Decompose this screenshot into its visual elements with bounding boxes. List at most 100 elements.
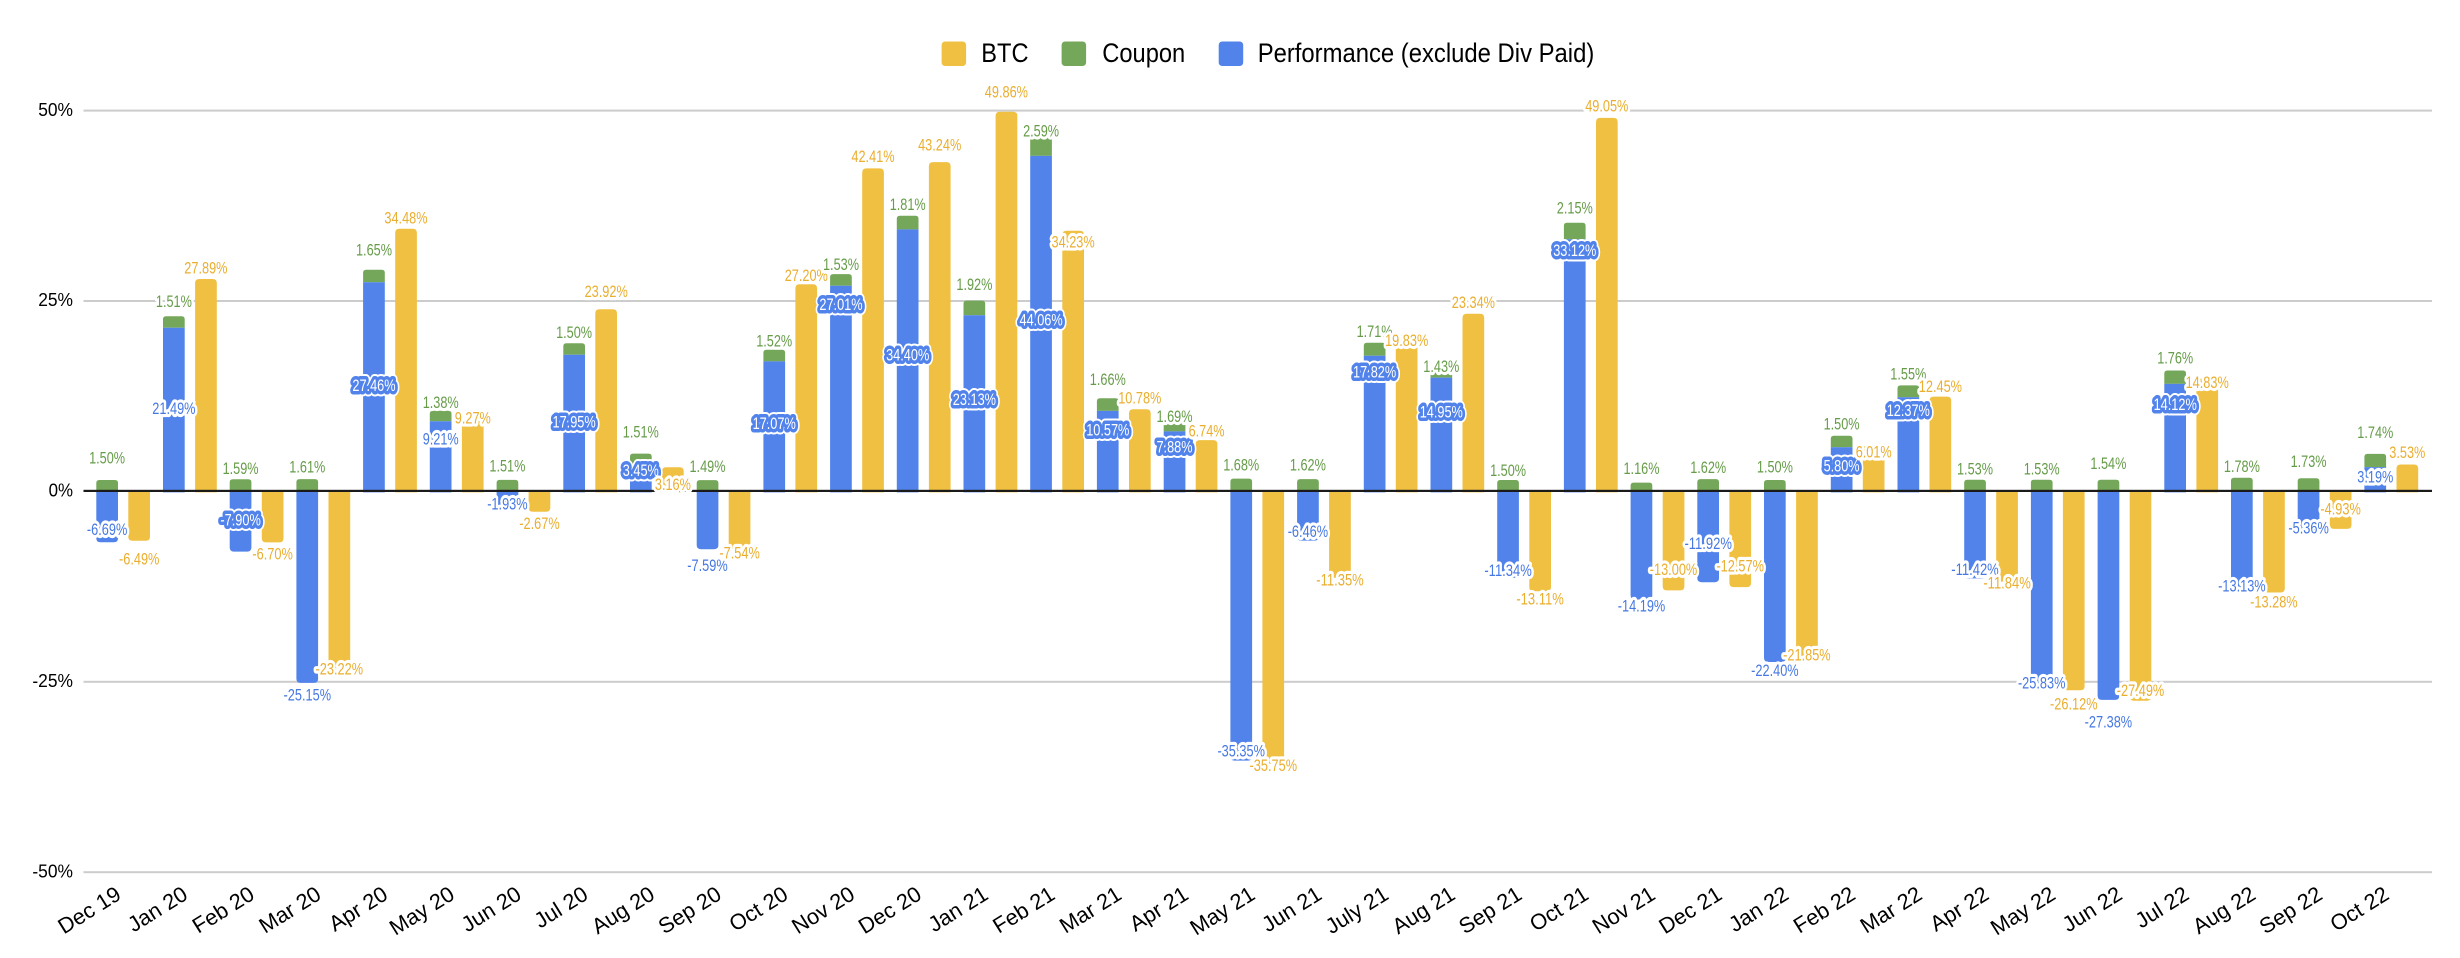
svg-text:1.54%: 1.54%	[2090, 455, 2126, 473]
svg-text:-23.22%: -23.22%	[316, 660, 364, 678]
svg-text:-21.85%: -21.85%	[1783, 646, 1831, 664]
svg-text:1.92%: 1.92%	[956, 276, 992, 294]
svg-text:1.51%: 1.51%	[156, 293, 192, 311]
svg-text:-4.93%: -4.93%	[2320, 500, 2360, 518]
svg-text:-11.35%: -11.35%	[1316, 571, 1364, 589]
svg-text:9.27%: 9.27%	[455, 409, 491, 427]
svg-text:-7.90%: -7.90%	[220, 512, 260, 530]
svg-text:27.01%: 27.01%	[819, 296, 862, 314]
svg-text:50%: 50%	[38, 99, 73, 120]
svg-text:23.34%: 23.34%	[1452, 294, 1495, 312]
svg-text:25%: 25%	[38, 289, 73, 310]
svg-text:1.65%: 1.65%	[356, 242, 392, 260]
svg-text:3.16%: 3.16%	[655, 476, 691, 494]
svg-text:-6.49%: -6.49%	[119, 551, 159, 569]
svg-text:-12.57%: -12.57%	[1716, 558, 1764, 576]
svg-text:1.55%: 1.55%	[1890, 366, 1926, 384]
svg-text:27.46%: 27.46%	[352, 377, 395, 395]
svg-text:-11.42%: -11.42%	[1951, 561, 1999, 579]
svg-text:1.43%: 1.43%	[1423, 358, 1459, 376]
svg-text:-13.00%: -13.00%	[1650, 561, 1698, 579]
svg-text:23.13%: 23.13%	[953, 391, 996, 409]
svg-text:-6.69%: -6.69%	[87, 521, 127, 539]
svg-text:3.19%: 3.19%	[2357, 468, 2393, 486]
svg-text:-25.15%: -25.15%	[284, 687, 332, 705]
svg-text:-7.59%: -7.59%	[687, 557, 727, 575]
svg-text:17.95%: 17.95%	[553, 413, 596, 431]
svg-text:Coupon: Coupon	[1102, 38, 1185, 68]
svg-text:-25%: -25%	[32, 670, 73, 691]
svg-text:1.78%: 1.78%	[2224, 458, 2260, 476]
svg-text:1.50%: 1.50%	[1824, 415, 1860, 433]
svg-text:1.53%: 1.53%	[1957, 461, 1993, 479]
svg-text:1.59%: 1.59%	[223, 460, 259, 478]
svg-text:-14.19%: -14.19%	[1618, 598, 1666, 616]
svg-text:-11.84%: -11.84%	[1983, 575, 2031, 593]
svg-text:44.06%: 44.06%	[1020, 312, 1063, 330]
svg-text:-26.12%: -26.12%	[2050, 695, 2098, 713]
svg-text:5.80%: 5.80%	[1824, 458, 1860, 476]
svg-text:2.15%: 2.15%	[1557, 200, 1593, 218]
svg-text:1.61%: 1.61%	[289, 459, 325, 477]
svg-text:1.51%: 1.51%	[623, 424, 659, 442]
svg-text:34.40%: 34.40%	[886, 347, 929, 365]
svg-text:1.50%: 1.50%	[1490, 462, 1526, 480]
svg-text:6.01%: 6.01%	[1856, 444, 1892, 462]
svg-text:49.05%: 49.05%	[1585, 97, 1628, 115]
svg-text:1.62%: 1.62%	[1290, 457, 1326, 475]
svg-text:1.50%: 1.50%	[89, 449, 125, 467]
svg-text:-11.34%: -11.34%	[1484, 562, 1532, 580]
svg-text:1.71%: 1.71%	[1357, 323, 1393, 341]
svg-text:1.68%: 1.68%	[1223, 457, 1259, 475]
svg-text:14.12%: 14.12%	[2154, 396, 2197, 414]
svg-text:Performance (exclude Div Paid): Performance (exclude Div Paid)	[1258, 38, 1595, 68]
svg-text:42.41%: 42.41%	[851, 148, 894, 166]
svg-text:2.59%: 2.59%	[1023, 122, 1059, 140]
svg-text:-2.67%: -2.67%	[519, 515, 559, 533]
svg-text:-13.13%: -13.13%	[2218, 578, 2266, 596]
svg-text:34.48%: 34.48%	[384, 209, 427, 227]
svg-text:1.81%: 1.81%	[890, 196, 926, 214]
svg-text:12.37%: 12.37%	[1887, 402, 1930, 420]
svg-text:1.38%: 1.38%	[423, 394, 459, 412]
svg-text:-27.49%: -27.49%	[2117, 682, 2165, 700]
svg-text:27.20%: 27.20%	[785, 267, 828, 285]
svg-text:33.12%: 33.12%	[1553, 242, 1596, 260]
svg-text:17.07%: 17.07%	[753, 415, 796, 433]
svg-text:3.45%: 3.45%	[623, 462, 659, 480]
svg-text:-35.75%: -35.75%	[1250, 757, 1298, 775]
svg-text:17.82%: 17.82%	[1353, 363, 1396, 381]
svg-text:-13.28%: -13.28%	[2250, 593, 2298, 611]
svg-text:-22.40%: -22.40%	[1751, 662, 1799, 680]
svg-text:49.86%: 49.86%	[985, 83, 1028, 101]
svg-text:14.95%: 14.95%	[1420, 403, 1463, 421]
svg-text:1.69%: 1.69%	[1157, 408, 1193, 426]
svg-text:0%: 0%	[49, 480, 73, 501]
svg-text:1.53%: 1.53%	[2024, 461, 2060, 479]
svg-text:-35.35%: -35.35%	[1217, 742, 1265, 760]
svg-text:10.78%: 10.78%	[1118, 390, 1161, 408]
svg-text:-25.83%: -25.83%	[2018, 674, 2066, 692]
svg-text:1.53%: 1.53%	[823, 256, 859, 274]
svg-text:1.49%: 1.49%	[690, 458, 726, 476]
svg-text:1.74%: 1.74%	[2357, 424, 2393, 442]
svg-text:6.74%: 6.74%	[1189, 422, 1225, 440]
svg-text:3.53%: 3.53%	[2389, 444, 2425, 462]
svg-text:-6.46%: -6.46%	[1288, 523, 1328, 541]
svg-text:27.89%: 27.89%	[184, 259, 227, 277]
svg-text:1.50%: 1.50%	[556, 324, 592, 342]
svg-text:BTC: BTC	[981, 38, 1028, 68]
svg-text:43.24%: 43.24%	[918, 136, 961, 154]
svg-text:-1.93%: -1.93%	[487, 496, 527, 514]
svg-text:-50%: -50%	[32, 860, 73, 881]
svg-text:12.45%: 12.45%	[1919, 378, 1962, 396]
svg-text:10.57%: 10.57%	[1086, 421, 1129, 439]
svg-text:1.76%: 1.76%	[2157, 350, 2193, 368]
svg-text:1.16%: 1.16%	[1624, 460, 1660, 478]
svg-text:9.21%: 9.21%	[423, 431, 459, 449]
svg-text:1.51%: 1.51%	[489, 458, 525, 476]
svg-text:21.49%: 21.49%	[152, 400, 195, 418]
svg-text:14.83%: 14.83%	[2186, 374, 2229, 392]
svg-text:1.50%: 1.50%	[1757, 459, 1793, 477]
svg-text:34.23%: 34.23%	[1052, 233, 1095, 251]
